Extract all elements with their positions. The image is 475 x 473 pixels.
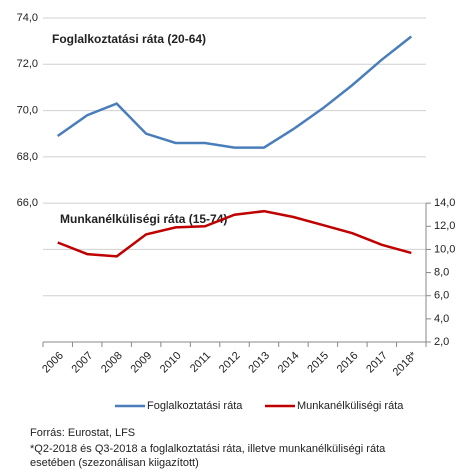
x-tick-label: 2007 (70, 350, 96, 376)
y-tick-label: 68,0 (17, 151, 38, 163)
x-tick-label: 2017 (364, 350, 390, 376)
y2-tick-label: 2,0 (434, 336, 449, 348)
y-tick-label: 66,0 (17, 197, 38, 209)
y2-tick-label: 4,0 (434, 313, 449, 325)
source: Forrás: Eurostat, LFS (30, 427, 135, 439)
y2-tick-label: 10,0 (434, 243, 455, 255)
x-tick-label: 2018* (391, 349, 420, 378)
series-line (56, 35, 413, 149)
x-tick-label: 2011 (188, 350, 213, 375)
legend-label: Foglalkoztatási ráta (147, 400, 243, 412)
y-tick-label: 72,0 (17, 58, 38, 70)
x-tick-label: 2009 (128, 350, 154, 376)
legend-label: Munkanélküliségi ráta (297, 400, 404, 412)
x-tick-label: 2014 (276, 350, 302, 376)
y-tick-label: 70,0 (17, 104, 38, 116)
x-tick-label: 2010 (158, 350, 184, 376)
note: esetében (szezonálisan kiigazított) (30, 457, 199, 469)
annotation: Munkanélküliségi ráta (15-74) (60, 212, 227, 226)
annotation: Foglalkoztatási ráta (20-64) (52, 32, 206, 46)
x-tick-label: 2013 (246, 350, 272, 376)
y2-tick-label: 12,0 (434, 220, 455, 232)
x-tick-label: 2008 (99, 350, 125, 376)
x-tick-label: 2006 (40, 350, 66, 376)
y2-tick-label: 14,0 (434, 197, 455, 209)
x-tick-label: 2015 (305, 350, 331, 376)
x-tick-label: 2016 (335, 350, 361, 376)
y2-tick-label: 6,0 (434, 290, 449, 302)
x-tick-label: 2012 (217, 350, 243, 376)
y-tick-label: 74,0 (17, 12, 38, 24)
y2-tick-label: 8,0 (434, 266, 449, 278)
note: *Q2-2018 és Q3-2018 a foglalkoztatási rá… (30, 443, 386, 455)
series-line (57, 209, 412, 258)
